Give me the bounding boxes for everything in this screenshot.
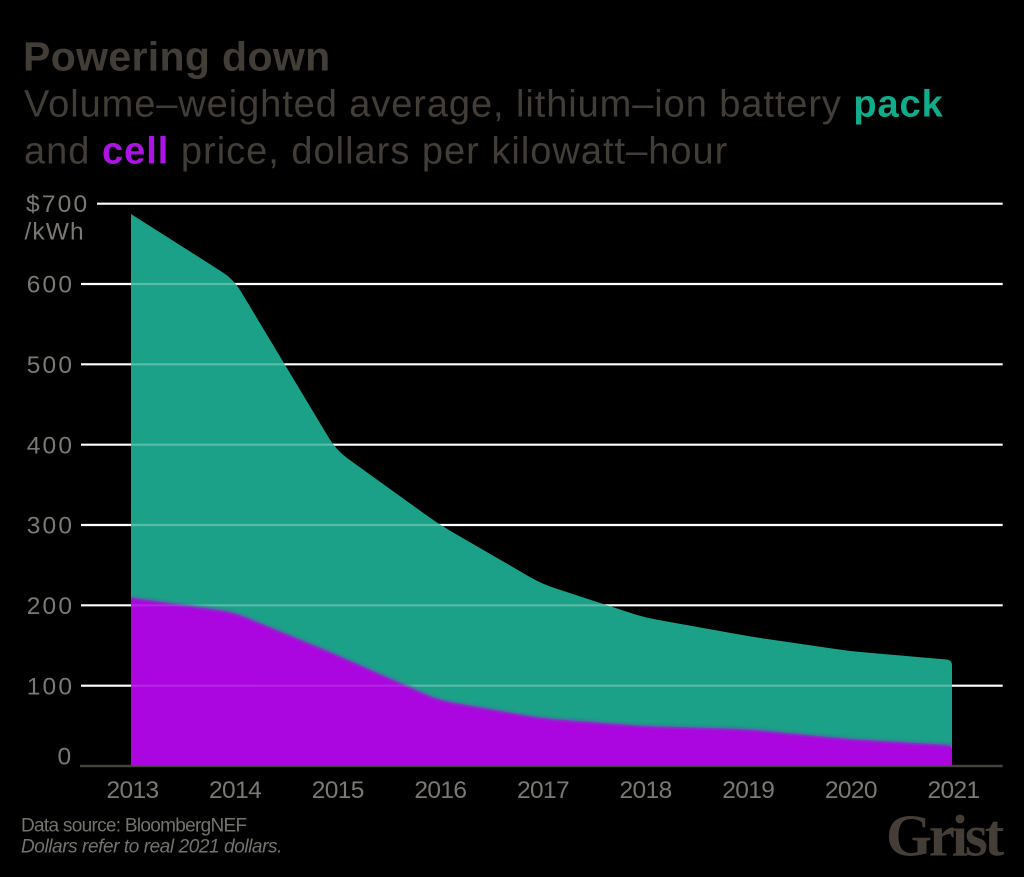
svg-text:2017: 2017 [517, 777, 569, 804]
svg-text:/kWh: /kWh [25, 219, 85, 246]
svg-text:and cell price, dollars per ki: and cell price, dollars per kilowatt–hou… [24, 131, 728, 173]
svg-text:2018: 2018 [620, 777, 672, 804]
svg-text:Data source: BloombergNEF: Data source: BloombergNEF [21, 816, 246, 837]
svg-text:Powering down: Powering down [23, 34, 331, 80]
svg-text:Dollars refer to real 2021 dol: Dollars refer to real 2021 dollars. [21, 837, 282, 858]
svg-text:2014: 2014 [209, 777, 261, 804]
svg-text:2021: 2021 [927, 777, 979, 804]
svg-text:2016: 2016 [414, 777, 466, 804]
svg-text:Volume–weighted average, lithi: Volume–weighted average, lithium–ion bat… [24, 84, 944, 126]
svg-text:200: 200 [27, 593, 74, 620]
svg-text:400: 400 [27, 432, 74, 459]
svg-text:300: 300 [27, 513, 74, 540]
svg-text:2015: 2015 [312, 777, 364, 804]
svg-text:2020: 2020 [825, 777, 877, 804]
svg-text:2019: 2019 [722, 777, 774, 804]
svg-text:Grist: Grist [886, 802, 1005, 868]
svg-text:0: 0 [57, 743, 73, 770]
svg-text:100: 100 [27, 673, 74, 700]
svg-text:2013: 2013 [106, 777, 158, 804]
svg-text:$700: $700 [26, 191, 89, 218]
svg-text:600: 600 [27, 272, 74, 299]
svg-text:500: 500 [27, 352, 74, 379]
